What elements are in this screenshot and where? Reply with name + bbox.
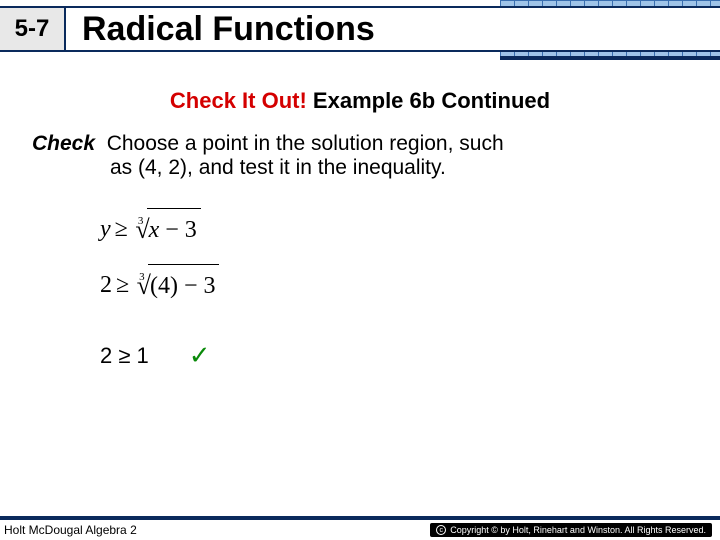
- subtitle-highlight: Check It Out!: [170, 88, 307, 113]
- math-row-1: y ≥ 3 √ x − 3: [100, 210, 720, 250]
- final-inequality: 2 ≥ 1: [100, 343, 149, 369]
- radical-1: √ x − 3: [135, 207, 200, 254]
- ge-symbol-1: ≥: [115, 208, 128, 251]
- ge-symbol-2: ≥: [116, 264, 129, 307]
- body-text: Check Choose a point in the solution reg…: [0, 132, 720, 180]
- check-label: Check: [32, 132, 95, 155]
- math-row-2: 2 ≥ 3 √ (4) − 3: [100, 266, 720, 306]
- final-row: 2 ≥ 1 ✓: [100, 340, 720, 371]
- checkmark-icon: ✓: [189, 340, 211, 371]
- footer-copyright: c Copyright © by Holt, Rinehart and Wins…: [430, 523, 712, 537]
- subtitle-rest: Example 6b Continued: [307, 88, 550, 113]
- body-line-1: Choose a point in the solution region, s…: [107, 132, 504, 155]
- math-block: y ≥ 3 √ x − 3 2 ≥ 3 √ (4) − 3: [100, 210, 720, 306]
- lhs-2: 2: [100, 264, 112, 307]
- footer: Holt McDougal Algebra 2 c Copyright © by…: [0, 516, 720, 540]
- lhs-y: y: [100, 208, 111, 251]
- subtitle: Check It Out! Example 6b Continued: [0, 88, 720, 114]
- section-number: 5-7: [0, 8, 66, 50]
- footer-book-name: Holt McDougal Algebra 2: [4, 523, 137, 537]
- radicand-2: (4) − 3: [148, 264, 220, 308]
- radicand-tail: − 3: [159, 217, 197, 243]
- radical-2: √ (4) − 3: [137, 263, 220, 310]
- radicand-var: x: [149, 217, 160, 243]
- copyright-text: Copyright © by Holt, Rinehart and Winsto…: [450, 525, 706, 535]
- header-bar: 5-7 Radical Functions: [0, 6, 720, 52]
- page-title: Radical Functions: [82, 10, 375, 49]
- slide-header: 5-7 Radical Functions: [0, 0, 720, 60]
- radicand-1: x − 3: [147, 208, 201, 252]
- body-line-2: as (4, 2), and test it in the inequality…: [110, 156, 446, 180]
- copyright-icon: c: [436, 525, 446, 535]
